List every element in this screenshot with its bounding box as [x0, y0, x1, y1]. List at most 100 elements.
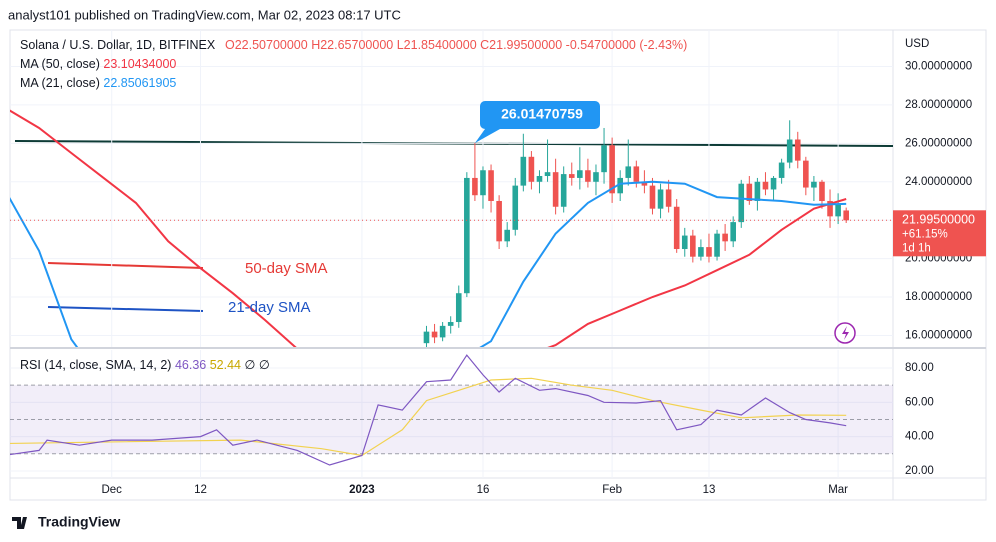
- line-series: [10, 354, 847, 466]
- x-tick-label: 12: [194, 484, 207, 496]
- candle-body: [488, 170, 494, 201]
- candle-body: [560, 174, 567, 207]
- candle-body: [593, 172, 599, 182]
- candle-body: [778, 162, 785, 178]
- candle-body: [625, 166, 632, 178]
- y-tick-label: 28.00000000: [905, 99, 972, 111]
- ohlc-open: O22.50700000: [225, 38, 308, 52]
- ohlc-low: L21.85400000: [397, 38, 477, 52]
- candle-body: [730, 222, 736, 242]
- y-tick-label: 40.00: [905, 431, 934, 443]
- candle-body: [520, 156, 527, 186]
- candle-body: [464, 177, 470, 294]
- candle-body: [722, 233, 728, 242]
- frame: [9, 29, 987, 501]
- x-tick-label: 13: [703, 484, 716, 496]
- candle-body: [528, 156, 535, 182]
- candle-body: [439, 325, 446, 338]
- candle-body: [738, 183, 745, 223]
- x-tick-label: 2023: [349, 484, 375, 496]
- ma-value: 23.10434000: [103, 57, 176, 71]
- candle-body: [673, 206, 680, 250]
- candle-body: [649, 185, 656, 209]
- candle-body: [754, 181, 761, 201]
- candle-body: [770, 177, 777, 190]
- symbol: Solana / U.S. Dollar, 1D, BITFINEX: [20, 38, 216, 52]
- candle-body: [657, 189, 664, 209]
- sma21-marker: [47, 306, 204, 312]
- candle-body: [633, 166, 640, 182]
- y-tick-label: 18.00000000: [905, 291, 972, 303]
- header: analyst101 published on TradingView.com,…: [8, 7, 401, 22]
- candle-body: [803, 160, 809, 188]
- candle-body: [811, 181, 817, 188]
- candle-body: [512, 185, 519, 230]
- ma-value: 22.85061905: [103, 76, 176, 90]
- y-tick-label: 60.00: [905, 396, 934, 408]
- callout: [475, 101, 600, 143]
- currency: USD: [905, 38, 929, 50]
- y-tick-label: 30.00000000: [905, 61, 972, 73]
- ma-name: MA (50, close): [20, 57, 100, 71]
- candle-body: [665, 189, 672, 207]
- candle-body: [835, 204, 841, 217]
- candle-body: [786, 139, 793, 163]
- candle-body: [504, 229, 510, 242]
- candle-body: [568, 174, 575, 178]
- candle-body: [544, 172, 551, 177]
- candle-body: [843, 210, 849, 221]
- overlay: 26.01470759 50-day SMA 21-day SMA Solana…: [12, 38, 986, 530]
- candle-body: [698, 247, 704, 257]
- rsi-extra: ∅ ∅: [244, 358, 269, 372]
- annotation: 21-day SMA: [228, 299, 311, 316]
- sma50-marker: [47, 262, 204, 269]
- x-tick-label: 16: [477, 484, 490, 496]
- y-tick-label: 80.00: [905, 362, 934, 374]
- y-tick-label: 26.00000000: [905, 137, 972, 149]
- candle-body: [819, 181, 825, 201]
- ma-name: MA (21, close): [20, 76, 100, 90]
- price-tag-label: 21.99500000: [902, 213, 975, 227]
- candle-body: [746, 183, 753, 201]
- callout-text: 26.01470759: [501, 106, 583, 122]
- candle-body: [827, 200, 833, 217]
- candle-body: [577, 170, 583, 178]
- line-series: [10, 109, 847, 347]
- legend-ohlc: O22.50700000 H22.65700000 L21.85400000 C…: [225, 38, 687, 52]
- candle-body: [431, 331, 438, 338]
- legend-ma21: MA (21, close) 22.85061905: [20, 76, 176, 90]
- ohlc-high: H22.65700000: [311, 38, 393, 52]
- candle-body: [641, 181, 648, 186]
- candle-body: [423, 331, 430, 344]
- price-tag: [893, 210, 986, 257]
- legend-rsi: RSI (14, close, SMA, 14, 2) 46.36 52.44 …: [20, 358, 270, 372]
- footer: TradingView: [38, 514, 120, 530]
- logo: [12, 517, 27, 529]
- x-tick-label: Dec: [101, 484, 122, 496]
- candle-body: [794, 139, 801, 161]
- rsi-pane: [10, 350, 893, 478]
- candle-body: [706, 247, 712, 257]
- rsi-sma-value: 52.44: [210, 358, 241, 372]
- candle-body: [690, 235, 696, 257]
- candle-body: [714, 233, 720, 257]
- candle-body: [617, 177, 623, 194]
- candle-body: [447, 322, 454, 326]
- rsi-value: 46.36: [175, 358, 206, 372]
- line-series: [10, 180, 847, 347]
- legend-title: Solana / U.S. Dollar, 1D, BITFINEX: [20, 38, 216, 52]
- candle-body: [472, 177, 478, 196]
- candle-body: [601, 145, 607, 173]
- y-tick-label: 20.00: [905, 465, 934, 477]
- candle-body: [480, 170, 486, 196]
- x-tick-label: Feb: [602, 484, 622, 496]
- annotation: 50-day SMA: [245, 260, 328, 277]
- legend-ma50: MA (50, close) 23.10434000: [20, 57, 176, 71]
- candle-body: [585, 170, 591, 182]
- ohlc-change: -0.54700000 (-2.43%): [566, 38, 688, 52]
- price-pane: [10, 30, 893, 347]
- candle-body: [552, 172, 559, 207]
- ohlc-close: C21.99500000: [480, 38, 562, 52]
